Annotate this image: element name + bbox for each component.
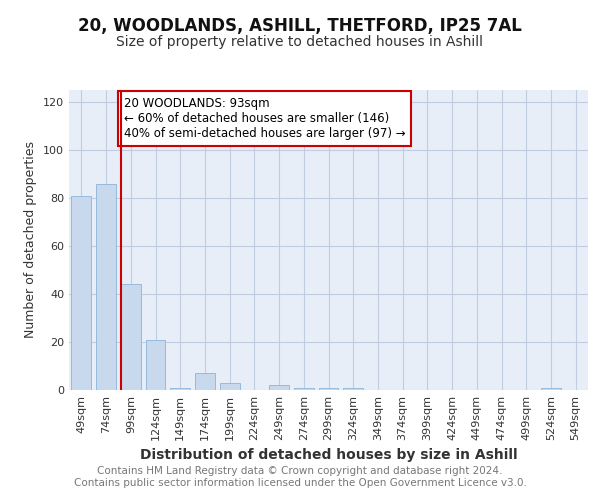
- Bar: [220, 383, 239, 390]
- Bar: [269, 385, 289, 390]
- Bar: [319, 388, 338, 390]
- X-axis label: Distribution of detached houses by size in Ashill: Distribution of detached houses by size …: [140, 448, 517, 462]
- Text: Size of property relative to detached houses in Ashill: Size of property relative to detached ho…: [116, 35, 484, 49]
- Bar: [294, 388, 314, 390]
- Bar: [170, 388, 190, 390]
- Bar: [146, 340, 166, 390]
- Text: 20, WOODLANDS, ASHILL, THETFORD, IP25 7AL: 20, WOODLANDS, ASHILL, THETFORD, IP25 7A…: [78, 18, 522, 36]
- Bar: [121, 284, 140, 390]
- Bar: [343, 388, 363, 390]
- Y-axis label: Number of detached properties: Number of detached properties: [25, 142, 37, 338]
- Bar: [96, 184, 116, 390]
- Text: Contains HM Land Registry data © Crown copyright and database right 2024.
Contai: Contains HM Land Registry data © Crown c…: [74, 466, 526, 487]
- Bar: [71, 196, 91, 390]
- Bar: [541, 388, 561, 390]
- Text: 20 WOODLANDS: 93sqm
← 60% of detached houses are smaller (146)
40% of semi-detac: 20 WOODLANDS: 93sqm ← 60% of detached ho…: [124, 97, 406, 140]
- Bar: [195, 373, 215, 390]
